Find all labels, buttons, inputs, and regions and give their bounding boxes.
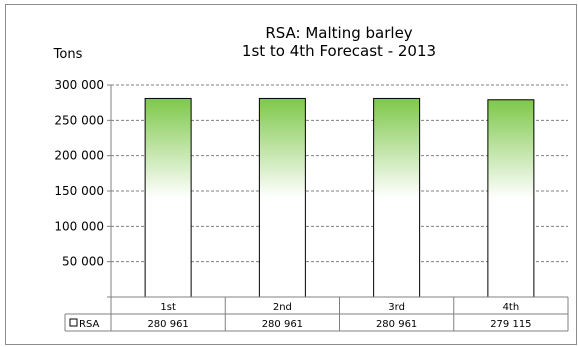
y-tick-label: 100 000 (54, 219, 104, 233)
chart-title-line: 1st to 4th Forecast - 2013 (242, 42, 436, 60)
x-category-label: 1st (160, 302, 176, 313)
y-tick-label: 150 000 (54, 184, 104, 198)
x-category-label: 3rd (388, 302, 405, 313)
x-category-label: 4th (503, 302, 520, 313)
bar (373, 97, 421, 298)
y-tick-label: 50 000 (62, 255, 104, 269)
data-value-label: 280 961 (376, 319, 417, 330)
bar (258, 97, 306, 298)
data-value-label: 279 115 (490, 319, 531, 330)
legend-key (69, 318, 78, 327)
legend-label: RSA (79, 319, 99, 330)
y-tick-label: 300 000 (54, 78, 104, 92)
y-tick-label: 200 000 (54, 149, 104, 163)
bar (487, 99, 535, 298)
chart-title-line: RSA: Malting barley (265, 24, 412, 42)
y-tick-label: 250 000 (54, 113, 104, 127)
data-value-label: 280 961 (147, 319, 188, 330)
x-category-label: 2nd (273, 302, 292, 313)
bar (144, 97, 192, 298)
y-axis-label: Tons (53, 47, 83, 62)
data-value-label: 280 961 (262, 319, 303, 330)
